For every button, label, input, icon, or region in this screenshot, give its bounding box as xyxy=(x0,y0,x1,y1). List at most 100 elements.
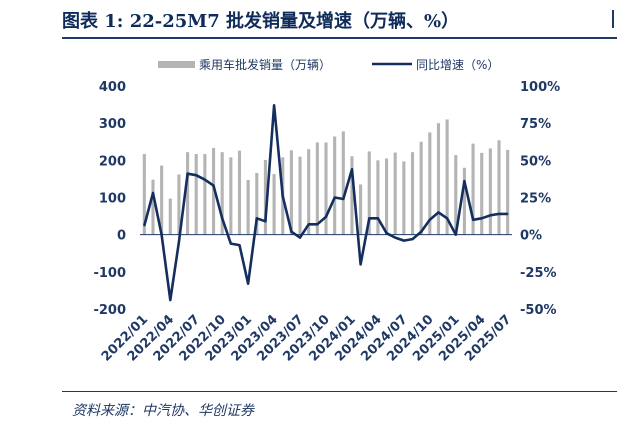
bar-2022/11 xyxy=(229,157,233,235)
bar-2024/02 xyxy=(359,184,363,235)
bar-2025/02 xyxy=(462,167,466,235)
growth-point-2025/05 xyxy=(489,214,492,217)
growth-point-2024/04 xyxy=(377,217,379,220)
y-left-tick-label: -200 xyxy=(93,303,126,318)
growth-point-2022/09 xyxy=(212,184,215,187)
y-right-tick-label: -25% xyxy=(520,266,557,281)
y-axis-right: -50% -25% 0% 25% 50% 75% 100% xyxy=(520,80,560,318)
bar-2024/03 xyxy=(367,151,371,235)
y-right-tick-label: 25% xyxy=(520,192,551,207)
y-left-tick-label: 0 xyxy=(117,229,126,244)
bar-2023/02 xyxy=(255,172,259,235)
growth-point-2025/06 xyxy=(498,213,500,215)
legend-bar-swatch xyxy=(158,61,195,68)
bar-2024/01 xyxy=(350,156,354,235)
legend-bar-label: 乘用车批发销量（万辆） xyxy=(199,57,331,72)
growth-point-2023/06 xyxy=(290,230,293,233)
growth-point-2025/01 xyxy=(454,233,457,236)
bar-2023/09 xyxy=(315,142,319,235)
growth-point-2023/09 xyxy=(316,223,319,226)
bar-2024/11 xyxy=(436,123,441,235)
bar-2024/06 xyxy=(393,152,397,235)
bar-2022/07 xyxy=(194,154,198,235)
growth-point-2024/09 xyxy=(420,230,422,233)
x-axis: 2022/012022/042022/072022/102023/012023/… xyxy=(99,312,515,364)
line-series xyxy=(143,104,509,302)
growth-point-2023/03 xyxy=(264,220,267,223)
growth-point-2022/04 xyxy=(169,299,172,301)
bar-2024/10 xyxy=(428,132,432,235)
growth-point-2023/12 xyxy=(342,198,345,200)
figure-title: 图表 1: 22-25M7 批发销量及增速（万辆、%） xyxy=(62,11,460,32)
bar-2022/05 xyxy=(177,174,181,235)
bar-2023/10 xyxy=(324,142,328,235)
growth-point-2025/04 xyxy=(480,217,483,220)
bar-2023/08 xyxy=(307,149,311,235)
bar-2023/03 xyxy=(263,159,267,235)
growth-point-2024/06 xyxy=(394,236,397,239)
growth-point-2022/03 xyxy=(160,233,163,236)
growth-point-2023/04 xyxy=(273,104,275,107)
bar-2022/01 xyxy=(142,154,146,235)
legend-line-label: 同比增速（%） xyxy=(416,58,499,72)
bar-2022/04 xyxy=(168,198,172,235)
growth-point-2023/10 xyxy=(325,216,327,218)
y-right-tick-label: 50% xyxy=(520,154,551,169)
y-left-tick-label: 100 xyxy=(99,192,126,207)
growth-point-2024/02 xyxy=(359,263,362,266)
y-axis-left: -200 -100 0 100 200 300 400 xyxy=(93,80,126,318)
growth-point-2025/03 xyxy=(472,219,474,221)
bar-2023/07 xyxy=(298,156,302,235)
bar-2025/07 xyxy=(506,149,510,235)
growth-point-2024/11 xyxy=(437,211,440,214)
growth-point-2024/08 xyxy=(411,238,414,240)
bar-2024/12 xyxy=(445,119,449,235)
bar-2024/07 xyxy=(402,161,406,235)
y-left-tick-label: 400 xyxy=(99,80,126,95)
growth-point-2022/02 xyxy=(152,192,154,194)
growth-point-2025/02 xyxy=(463,180,466,182)
growth-point-2024/05 xyxy=(385,232,388,234)
y-left-tick-label: 200 xyxy=(99,154,126,169)
bar-series xyxy=(142,119,510,235)
bar-2024/05 xyxy=(385,158,389,235)
growth-point-2022/05 xyxy=(178,241,180,243)
y-right-tick-label: 100% xyxy=(520,80,560,95)
source-note: 资料来源：中汽协、华创证券 xyxy=(72,403,254,419)
growth-point-2022/11 xyxy=(230,242,232,245)
bar-2025/06 xyxy=(497,140,501,235)
bar-2025/03 xyxy=(471,143,475,235)
growth-point-2024/12 xyxy=(446,217,448,220)
growth-point-2022/07 xyxy=(195,174,198,176)
growth-point-2022/12 xyxy=(238,244,241,246)
bar-2024/08 xyxy=(410,152,415,235)
chart-legend: 乘用车批发销量（万辆） 同比增速（%） xyxy=(158,57,499,72)
bar-2023/04 xyxy=(272,174,276,235)
growth-point-2023/07 xyxy=(299,236,301,239)
bar-2023/01 xyxy=(246,180,250,235)
growth-point-2023/11 xyxy=(333,196,336,199)
growth-point-2022/08 xyxy=(204,178,206,181)
growth-point-2025/07 xyxy=(506,213,509,215)
growth-point-2023/01 xyxy=(247,282,249,285)
growth-point-2023/08 xyxy=(307,223,310,226)
combo-chart: 乘用车批发销量（万辆） 同比增速（%） -200 -100 0 100 200 300 40… xyxy=(93,57,560,365)
growth-point-2024/01 xyxy=(351,168,353,171)
bar-2022/02 xyxy=(151,179,155,235)
y-left-tick-label: -100 xyxy=(93,266,126,281)
bar-2022/08 xyxy=(203,154,207,235)
growth-point-2022/01 xyxy=(143,224,146,227)
bar-2024/09 xyxy=(419,141,423,235)
bar-2022/12 xyxy=(237,150,242,235)
bar-2025/04 xyxy=(480,152,484,235)
bar-2023/06 xyxy=(289,150,293,235)
bar-2022/09 xyxy=(211,148,216,235)
footer-rule xyxy=(62,391,617,392)
growth-point-2023/02 xyxy=(255,217,258,220)
bar-2023/12 xyxy=(341,131,345,235)
title-underline xyxy=(62,37,617,39)
bar-2024/04 xyxy=(376,160,380,235)
y-right-tick-label: 75% xyxy=(520,117,551,132)
growth-point-2024/03 xyxy=(368,217,371,220)
y-right-tick-label: -50% xyxy=(520,303,557,318)
